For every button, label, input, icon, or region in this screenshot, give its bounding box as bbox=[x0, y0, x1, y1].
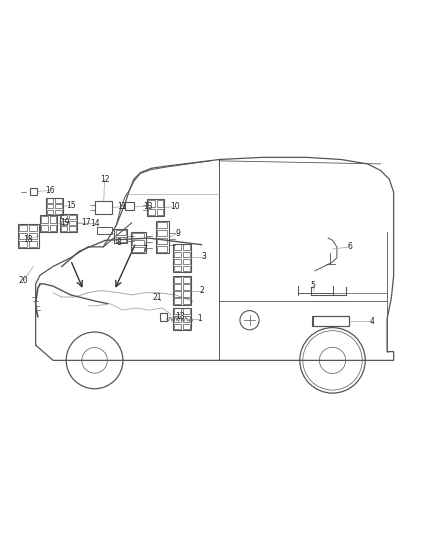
Text: 16: 16 bbox=[45, 186, 54, 195]
Bar bbox=[116, 230, 126, 235]
Bar bbox=[173, 276, 191, 305]
Text: 17: 17 bbox=[81, 219, 91, 228]
Bar bbox=[55, 204, 62, 208]
Bar bbox=[19, 225, 27, 231]
Bar bbox=[174, 298, 181, 304]
Bar bbox=[157, 200, 163, 207]
Bar bbox=[69, 227, 76, 231]
Bar bbox=[313, 316, 349, 326]
Bar bbox=[125, 203, 134, 210]
Bar bbox=[19, 233, 27, 239]
Text: 10: 10 bbox=[170, 202, 180, 211]
Bar bbox=[183, 292, 190, 297]
Bar bbox=[132, 247, 144, 252]
Bar bbox=[157, 246, 167, 252]
Bar bbox=[69, 221, 76, 225]
Bar bbox=[61, 227, 67, 231]
Bar bbox=[61, 221, 67, 225]
Bar bbox=[69, 215, 76, 219]
Bar bbox=[174, 252, 181, 257]
Bar bbox=[50, 216, 56, 223]
Bar bbox=[114, 229, 127, 243]
Text: 3: 3 bbox=[201, 253, 206, 261]
Bar bbox=[183, 284, 190, 289]
Bar bbox=[47, 198, 53, 203]
Bar bbox=[29, 188, 37, 195]
Bar bbox=[42, 225, 48, 231]
Bar bbox=[157, 222, 167, 228]
Bar bbox=[29, 241, 37, 247]
Bar bbox=[174, 259, 181, 264]
Bar bbox=[174, 266, 181, 271]
Bar bbox=[173, 244, 191, 272]
Text: 4: 4 bbox=[369, 317, 374, 326]
Text: 5: 5 bbox=[311, 281, 315, 290]
Text: 18: 18 bbox=[23, 235, 32, 244]
Bar bbox=[183, 309, 190, 314]
Bar bbox=[55, 198, 62, 203]
Bar bbox=[131, 232, 146, 253]
Bar bbox=[183, 259, 190, 264]
Bar bbox=[42, 216, 48, 223]
Bar bbox=[157, 230, 167, 236]
Bar bbox=[148, 200, 155, 207]
Bar bbox=[47, 204, 53, 208]
Bar bbox=[174, 245, 181, 250]
Bar bbox=[183, 277, 190, 282]
Text: 1: 1 bbox=[197, 314, 202, 324]
Bar bbox=[183, 316, 190, 322]
Bar bbox=[19, 241, 27, 247]
Text: 12: 12 bbox=[100, 175, 110, 184]
Text: 13: 13 bbox=[144, 202, 153, 211]
Bar bbox=[157, 208, 163, 215]
Text: 8: 8 bbox=[116, 238, 121, 247]
Bar bbox=[60, 214, 77, 231]
Bar bbox=[174, 277, 181, 282]
Bar bbox=[61, 215, 67, 219]
Bar bbox=[174, 309, 181, 314]
Bar bbox=[183, 245, 190, 250]
Bar bbox=[18, 224, 39, 248]
Text: 7: 7 bbox=[142, 245, 147, 254]
Bar bbox=[40, 215, 57, 232]
Text: 11: 11 bbox=[117, 202, 127, 211]
Bar bbox=[132, 233, 144, 238]
Text: 9: 9 bbox=[175, 229, 180, 238]
Bar bbox=[148, 208, 155, 215]
Text: 15: 15 bbox=[67, 201, 76, 210]
Bar bbox=[173, 308, 191, 330]
Bar bbox=[46, 198, 63, 215]
Bar bbox=[50, 225, 56, 231]
Bar bbox=[95, 201, 112, 214]
Text: 21: 21 bbox=[152, 294, 162, 302]
Text: 20: 20 bbox=[18, 276, 28, 285]
Bar bbox=[55, 210, 62, 214]
Text: 2: 2 bbox=[199, 286, 204, 295]
Text: 19: 19 bbox=[60, 219, 70, 228]
Bar bbox=[116, 237, 126, 242]
Bar bbox=[157, 238, 167, 244]
Bar bbox=[159, 313, 167, 321]
Bar bbox=[174, 324, 181, 329]
Text: 14: 14 bbox=[90, 219, 99, 228]
Bar bbox=[183, 266, 190, 271]
Bar bbox=[148, 199, 164, 216]
Bar bbox=[47, 210, 53, 214]
Text: 13: 13 bbox=[175, 312, 184, 321]
Bar bbox=[183, 324, 190, 329]
Bar bbox=[174, 284, 181, 289]
Bar bbox=[132, 240, 144, 245]
Text: 6: 6 bbox=[347, 243, 353, 252]
Bar bbox=[312, 316, 349, 326]
Bar bbox=[174, 316, 181, 322]
Bar bbox=[174, 292, 181, 297]
Bar bbox=[155, 221, 169, 253]
Bar bbox=[183, 252, 190, 257]
Bar bbox=[29, 225, 37, 231]
Bar bbox=[183, 298, 190, 304]
Bar bbox=[29, 233, 37, 239]
